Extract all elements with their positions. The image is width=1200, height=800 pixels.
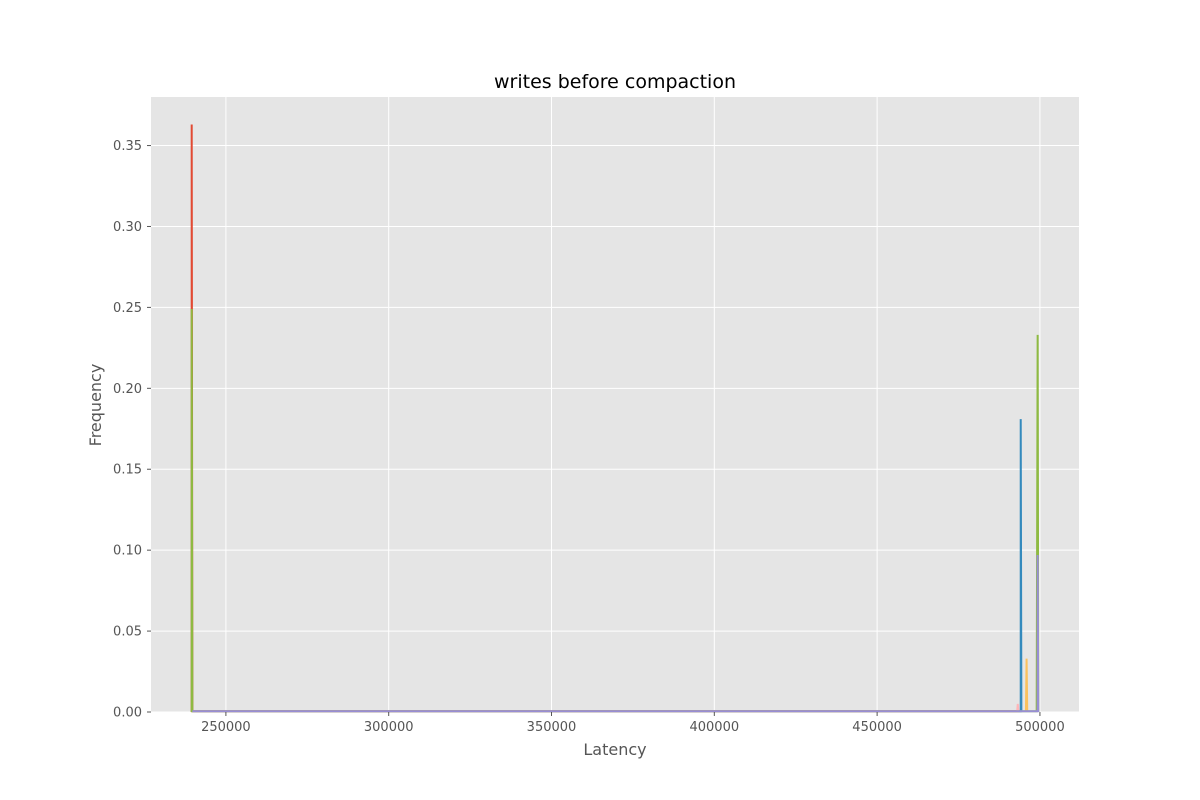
x-axis-label: Latency bbox=[583, 740, 646, 759]
y-tick-label: 0.15 bbox=[113, 463, 142, 478]
x-axis-ticks: 250000 300000 350000 400000 450000 500000 bbox=[201, 712, 1065, 735]
series-line-6 bbox=[192, 555, 1040, 713]
plot-area bbox=[151, 97, 1079, 712]
series-line-4 bbox=[1024, 658, 1029, 713]
y-tick-label: 0.20 bbox=[113, 382, 142, 397]
series-line-3 bbox=[1016, 703, 1020, 713]
x-tick-label: 400000 bbox=[689, 720, 739, 735]
x-tick-label: 250000 bbox=[201, 720, 251, 735]
y-axis-label: Frequency bbox=[86, 364, 105, 447]
y-tick-label: 0.10 bbox=[113, 544, 142, 559]
data-series bbox=[190, 124, 1040, 713]
y-tick-label: 0.00 bbox=[113, 706, 142, 721]
y-tick-label: 0.30 bbox=[113, 220, 142, 235]
chart-title: writes before compaction bbox=[494, 71, 736, 93]
y-axis-ticks: 0.00 0.05 0.10 0.15 0.20 0.25 0.30 0.35 bbox=[113, 139, 151, 721]
y-tick-label: 0.25 bbox=[113, 301, 142, 316]
grid-lines bbox=[151, 97, 1079, 713]
x-tick-label: 300000 bbox=[364, 720, 414, 735]
x-tick-label: 350000 bbox=[527, 720, 577, 735]
x-tick-label: 450000 bbox=[852, 720, 902, 735]
y-tick-label: 0.35 bbox=[113, 139, 142, 154]
x-tick-label: 500000 bbox=[1015, 720, 1065, 735]
y-tick-label: 0.05 bbox=[113, 625, 142, 640]
